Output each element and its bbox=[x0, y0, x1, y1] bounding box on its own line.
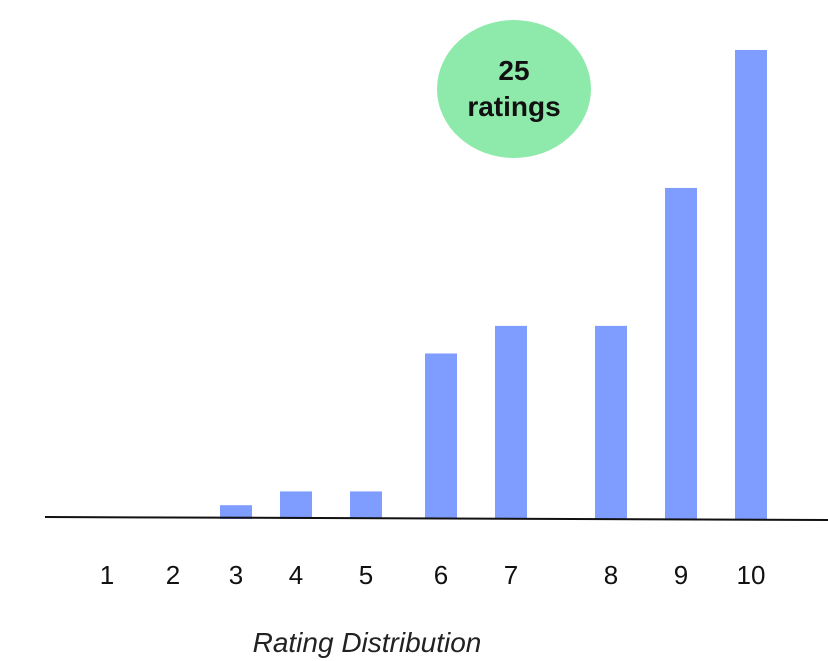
bar-rating-3 bbox=[220, 505, 252, 519]
tick-label-3: 3 bbox=[229, 560, 243, 590]
bars-group bbox=[220, 50, 767, 520]
tick-label-4: 4 bbox=[289, 560, 303, 590]
bar-rating-10 bbox=[735, 50, 767, 519]
x-axis-title: Rating Distribution bbox=[253, 627, 482, 658]
bar-rating-7 bbox=[495, 325, 527, 519]
tick-label-5: 5 bbox=[359, 560, 373, 590]
ratings-label: ratings bbox=[467, 91, 560, 122]
x-axis-line bbox=[44, 516, 828, 521]
tick-label-10: 10 bbox=[737, 560, 766, 590]
tick-label-2: 2 bbox=[166, 560, 180, 590]
bar-rating-9 bbox=[665, 187, 697, 520]
bar-rating-8 bbox=[595, 325, 627, 519]
tick-label-1: 1 bbox=[100, 560, 114, 590]
tick-label-9: 9 bbox=[674, 560, 688, 590]
tick-label-7: 7 bbox=[504, 560, 518, 590]
bar-rating-6 bbox=[425, 353, 457, 519]
tick-label-6: 6 bbox=[434, 560, 448, 590]
ratings-count: 25 bbox=[498, 55, 529, 86]
bar-rating-5 bbox=[350, 491, 382, 519]
bar-rating-4 bbox=[280, 491, 312, 519]
ratings-badge: 25 ratings bbox=[437, 20, 591, 158]
tick-label-8: 8 bbox=[604, 560, 618, 590]
x-tick-labels: 1 2 3 4 5 6 7 8 9 10 bbox=[100, 560, 766, 590]
ratings-badge-circle bbox=[437, 20, 591, 158]
